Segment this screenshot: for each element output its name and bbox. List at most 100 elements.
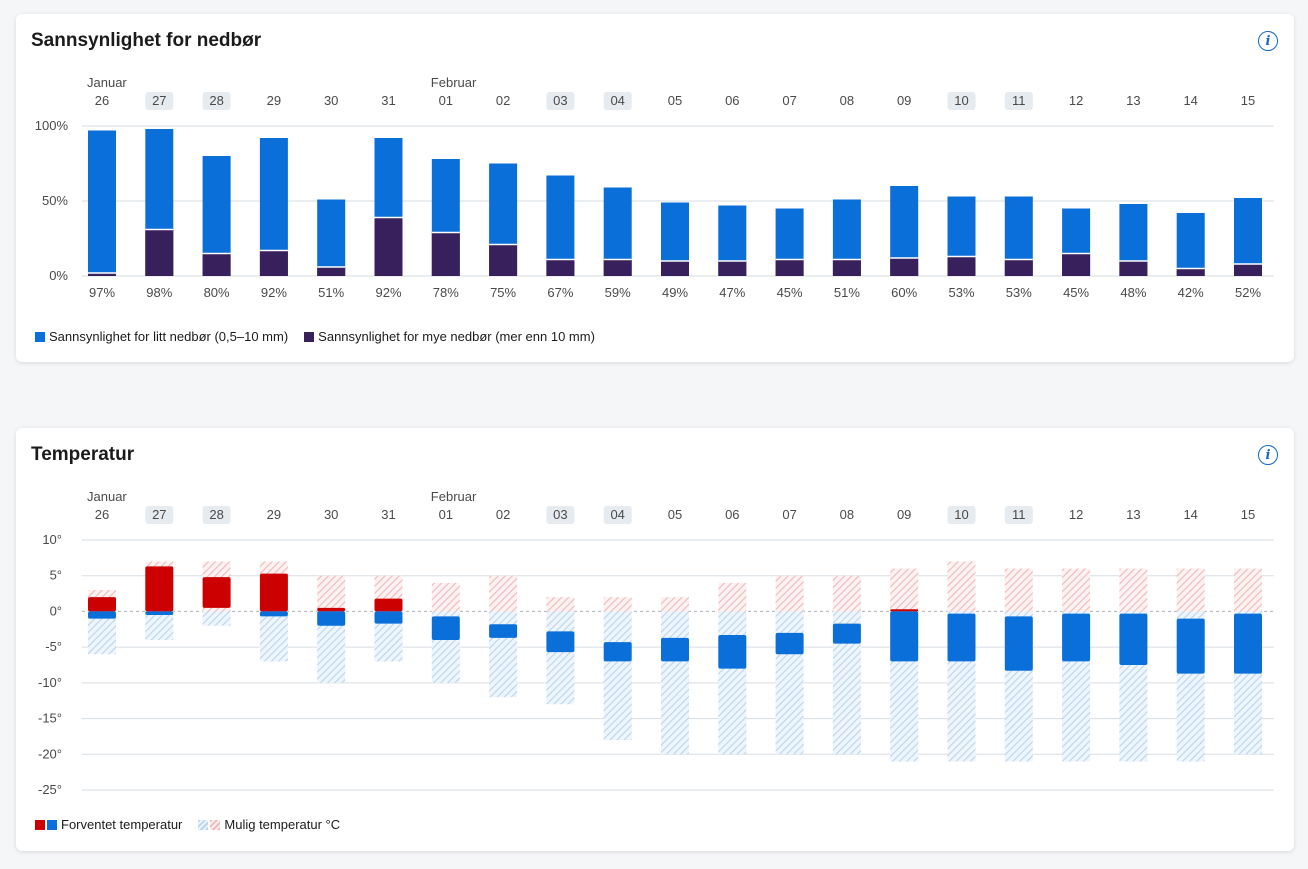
precip-value-label: 45% bbox=[1063, 285, 1089, 300]
precipitation-info-icon[interactable]: i bbox=[1258, 31, 1278, 51]
possible-temp-warm-range bbox=[546, 597, 575, 612]
precip-value-label: 59% bbox=[605, 285, 631, 300]
possible-temp-cold-range bbox=[546, 611, 575, 705]
day-label: 06 bbox=[725, 93, 739, 108]
expected-temp-cold-bar bbox=[890, 611, 919, 662]
expected-temp-cold-bar bbox=[947, 613, 976, 662]
temperature-info-icon[interactable]: i bbox=[1258, 445, 1278, 465]
precip-value-label: 67% bbox=[547, 285, 573, 300]
y-tick-label: 50% bbox=[42, 193, 68, 208]
heavy-precip-bar bbox=[489, 244, 518, 276]
day-label: 27 bbox=[152, 507, 166, 522]
day-label: 12 bbox=[1069, 507, 1083, 522]
light-precip-bar bbox=[1234, 198, 1262, 276]
precip-value-label: 53% bbox=[1006, 285, 1032, 300]
heavy-precip-bar bbox=[661, 261, 689, 276]
day-label: 13 bbox=[1126, 93, 1140, 108]
day-label: 27 bbox=[152, 93, 166, 108]
day-label: 29 bbox=[267, 507, 281, 522]
day-label: 03 bbox=[553, 507, 567, 522]
possible-temp-warm-range bbox=[661, 597, 689, 612]
precip-value-label: 51% bbox=[318, 285, 344, 300]
y-tick-label: 0% bbox=[49, 268, 68, 283]
day-label: 11 bbox=[1012, 93, 1026, 108]
y-tick-label: 0° bbox=[50, 603, 62, 618]
possible-temp-warm-range bbox=[775, 575, 804, 612]
day-label: 04 bbox=[610, 507, 624, 522]
day-highlight bbox=[947, 92, 976, 110]
expected-temp-cold-bar bbox=[489, 624, 518, 638]
possible-temp-warm-range bbox=[431, 582, 460, 612]
precip-value-label: 60% bbox=[891, 285, 917, 300]
possible-temp-warm-range bbox=[1234, 568, 1262, 612]
day-label: 01 bbox=[439, 93, 453, 108]
light-precip-legend-label: Sannsynlighet for litt nedbør (0,5–10 mm… bbox=[49, 329, 289, 344]
day-label: 10 bbox=[954, 93, 968, 108]
day-label: 31 bbox=[381, 507, 395, 522]
precip-value-label: 97% bbox=[89, 285, 115, 300]
expected-temp-warm-bar bbox=[259, 573, 288, 612]
heavy-precip-bar bbox=[603, 259, 632, 276]
y-tick-label: -25° bbox=[38, 782, 62, 797]
expected-temp-cold-bar bbox=[431, 616, 460, 640]
possible-temp-cold-range bbox=[202, 611, 231, 626]
precipitation-title: Sannsynlighet for nedbør bbox=[31, 30, 262, 51]
possible-temp-cold-range bbox=[661, 611, 689, 755]
day-label: 15 bbox=[1241, 507, 1255, 522]
heavy-precip-bar bbox=[374, 217, 403, 276]
y-tick-label: -5° bbox=[45, 639, 62, 654]
possible-temp-warm-range bbox=[489, 575, 518, 612]
y-tick-label: 100% bbox=[35, 118, 69, 133]
day-label: 11 bbox=[1012, 507, 1026, 522]
day-label: 07 bbox=[782, 93, 796, 108]
heavy-precip-bar bbox=[1176, 268, 1205, 276]
heavy-precip-bar bbox=[1004, 259, 1033, 276]
light-precip-bar bbox=[1176, 213, 1205, 276]
day-highlight bbox=[202, 506, 231, 524]
possible-temp-cold-range bbox=[603, 611, 632, 740]
day-highlight bbox=[546, 92, 575, 110]
heavy-precip-bar bbox=[832, 259, 861, 276]
precip-value-label: 80% bbox=[204, 285, 230, 300]
day-label: 08 bbox=[840, 507, 854, 522]
day-highlight bbox=[145, 506, 174, 524]
possible-temp-cold-range bbox=[145, 611, 174, 640]
day-label: 28 bbox=[209, 507, 223, 522]
possible-temp-warm-range bbox=[603, 597, 632, 612]
day-label: 10 bbox=[954, 507, 968, 522]
y-tick-label: 5° bbox=[50, 568, 62, 583]
day-label: 06 bbox=[725, 507, 739, 522]
heavy-precip-bar bbox=[1234, 264, 1262, 276]
day-label: 08 bbox=[840, 93, 854, 108]
possible-temp-warm-range bbox=[1176, 568, 1205, 612]
heavy-precip-bar bbox=[546, 259, 575, 276]
expected-temp-cold-bar bbox=[317, 611, 346, 626]
expected-temp-warm-bar bbox=[890, 609, 919, 612]
day-highlight bbox=[603, 506, 632, 524]
expected-temp-cold-bar bbox=[546, 631, 575, 653]
heavy-precip-bar bbox=[431, 232, 460, 276]
expected-temp-cold-bar bbox=[259, 611, 288, 617]
expected-temp-cold-bar bbox=[1062, 613, 1091, 662]
expected-temp-cold-bar bbox=[374, 611, 403, 624]
expected-red-swatch bbox=[35, 819, 45, 830]
month-label: Januar bbox=[87, 489, 127, 504]
day-label: 12 bbox=[1069, 93, 1083, 108]
day-label: 28 bbox=[209, 93, 223, 108]
possible-red-swatch bbox=[210, 819, 221, 830]
day-label: 05 bbox=[668, 507, 682, 522]
day-highlight bbox=[546, 506, 575, 524]
possible-temp-legend-label: Mulig temperatur °C bbox=[224, 817, 341, 832]
possible-temp-warm-range bbox=[890, 568, 919, 612]
heavy-precip-legend-label: Sannsynlighet for mye nedbør (mer enn 10… bbox=[318, 329, 595, 344]
month-label: Januar bbox=[87, 75, 127, 90]
y-tick-label: -20° bbox=[38, 746, 62, 761]
day-label: 30 bbox=[324, 507, 338, 522]
expected-temp-legend-label: Forventet temperatur bbox=[61, 817, 183, 832]
possible-temp-warm-range bbox=[832, 575, 861, 612]
temperature-title: Temperatur bbox=[31, 444, 135, 465]
day-label: 14 bbox=[1183, 93, 1197, 108]
light-precip-bar bbox=[88, 130, 116, 276]
heavy-precip-bar bbox=[890, 258, 919, 276]
month-label: Februar bbox=[431, 489, 477, 504]
